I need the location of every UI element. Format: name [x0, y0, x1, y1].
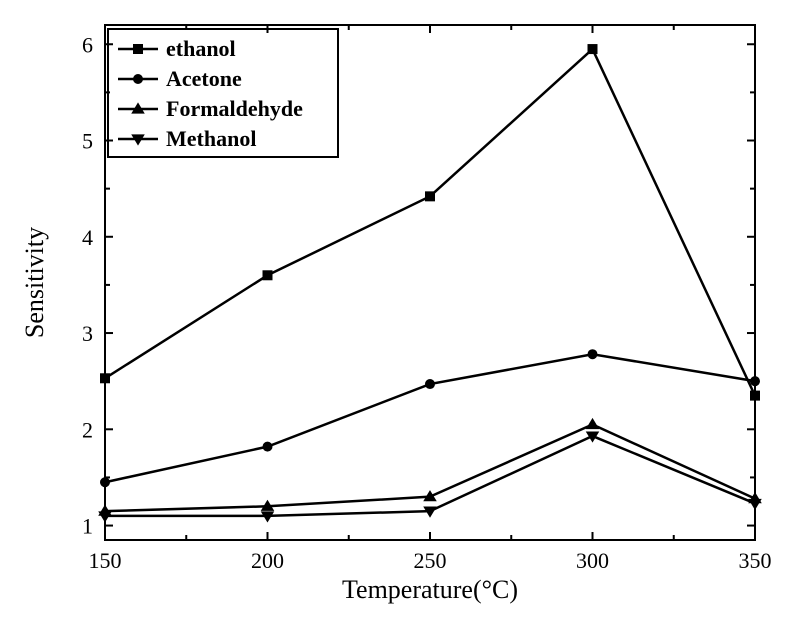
svg-text:150: 150	[89, 548, 122, 573]
svg-text:200: 200	[251, 548, 284, 573]
svg-text:250: 250	[414, 548, 447, 573]
svg-text:Formaldehyde: Formaldehyde	[166, 96, 303, 121]
svg-text:1: 1	[82, 514, 93, 539]
svg-text:350: 350	[739, 548, 772, 573]
svg-text:300: 300	[576, 548, 609, 573]
svg-text:2: 2	[82, 417, 93, 442]
svg-text:3: 3	[82, 321, 93, 346]
svg-text:Sensitivity: Sensitivity	[20, 227, 49, 338]
chart-container: 150 200 250 300 350 1 2 3 4 5 6 Temperature(°C) Sens…	[0, 0, 800, 618]
sensitivity-chart: 150 200 250 300 350 1 2 3 4 5 6 Temperature(°C) Sens…	[0, 0, 800, 618]
svg-text:ethanol: ethanol	[166, 36, 236, 61]
svg-text:Methanol: Methanol	[166, 126, 256, 151]
svg-text:4: 4	[82, 225, 93, 250]
svg-text:Temperature(°C): Temperature(°C)	[342, 575, 518, 604]
svg-text:6: 6	[82, 32, 93, 57]
svg-text:Acetone: Acetone	[166, 66, 242, 91]
svg-text:5: 5	[82, 129, 93, 154]
